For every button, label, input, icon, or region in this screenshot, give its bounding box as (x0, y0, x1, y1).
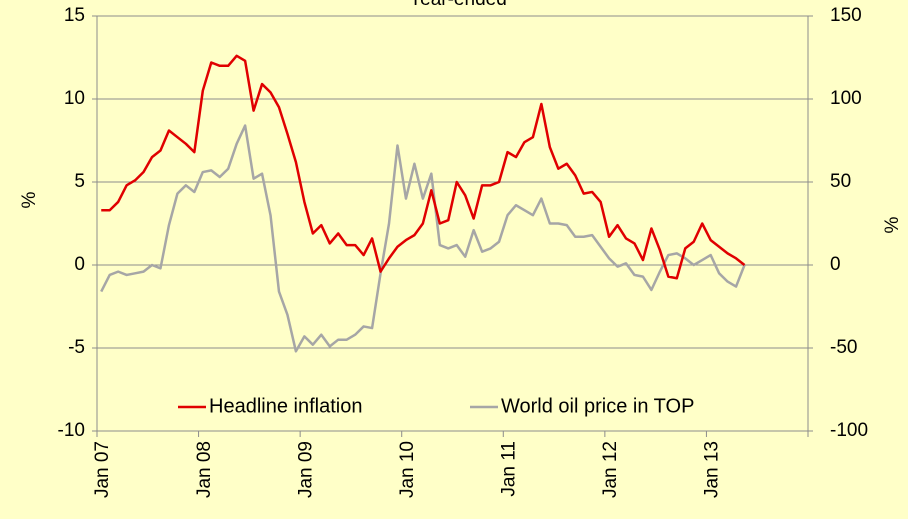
x-tick-label: Jan 07 (92, 441, 113, 498)
y2-tick-label: 50 (830, 171, 851, 192)
y-tick-label: 0 (74, 254, 85, 275)
series-line (100, 124, 746, 353)
x-tick-label: Jan 13 (702, 441, 723, 498)
y2-axis-label: % (882, 216, 903, 233)
legend-label: Headline inflation (209, 395, 362, 417)
y-axis-label: % (19, 191, 40, 208)
chart-title: Year-ended (409, 0, 507, 10)
x-tick-label: Jan 08 (194, 441, 215, 498)
y2-tick-label: -50 (830, 337, 857, 358)
series-line (101, 54, 746, 280)
x-tick-label: Jan 10 (397, 441, 418, 498)
y-tick-label: 10 (64, 88, 85, 109)
y-tick-label: 15 (64, 5, 85, 26)
y-tick-label: -5 (68, 337, 85, 358)
y2-tick-label: 0 (830, 254, 841, 275)
y2-tick-label: 150 (830, 5, 862, 26)
x-tick-label: Jan 12 (600, 441, 621, 498)
y-tick-label: -10 (58, 420, 85, 441)
x-tick-label: Jan 11 (499, 441, 520, 497)
y2-tick-label: -100 (830, 420, 868, 441)
y2-tick-label: 100 (830, 88, 862, 109)
legend-label: World oil price in TOP (501, 395, 694, 417)
x-tick-label: Jan 09 (295, 441, 316, 498)
y-tick-label: 5 (74, 171, 85, 192)
